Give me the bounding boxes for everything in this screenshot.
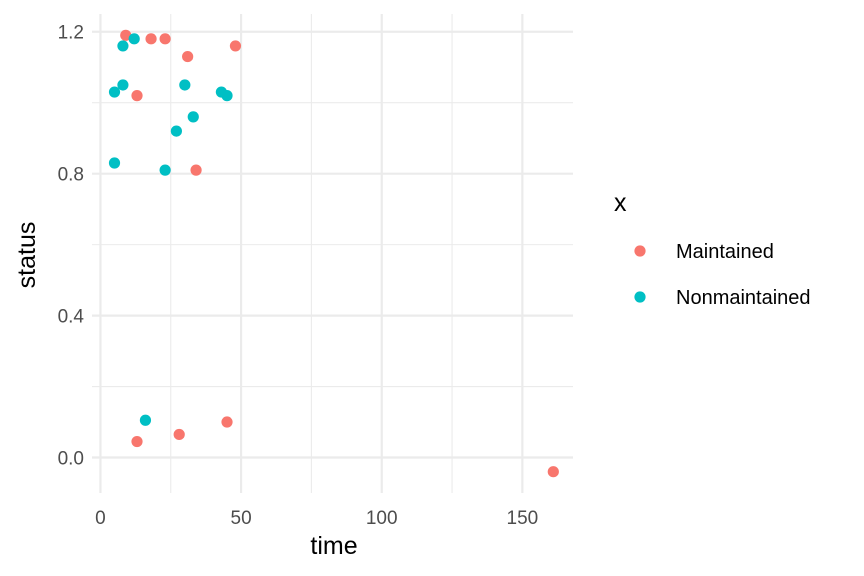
data-point-maintained: [190, 164, 202, 176]
y-tick-label: 0.0: [58, 449, 84, 470]
data-point-nonmaintained: [187, 111, 199, 123]
y-axis-title: status: [13, 222, 41, 289]
legend-key-nonmaintained: [634, 291, 646, 303]
y-tick-label: 0.4: [58, 307, 85, 328]
data-point-maintained: [120, 29, 132, 41]
legend-label-nonmaintained: Nonmaintained: [676, 287, 811, 309]
data-point-maintained: [159, 33, 171, 45]
data-point-maintained: [182, 50, 194, 63]
data-points: [108, 29, 559, 478]
grid: [92, 14, 573, 493]
x-tick-label: 50: [231, 508, 252, 529]
data-point-maintained: [173, 428, 185, 441]
data-point-maintained: [229, 40, 242, 52]
data-point-maintained: [145, 33, 157, 45]
legend-key-maintained: [634, 245, 646, 257]
legend: x Maintained Nonmaintained: [614, 189, 811, 309]
x-axis-title: time: [310, 532, 357, 560]
data-point-maintained: [131, 435, 143, 448]
data-point-nonmaintained: [179, 79, 191, 91]
tick-labels: 0 50 100 150 0.0 0.4 0.8 1.2: [58, 23, 539, 529]
data-point-nonmaintained: [159, 164, 171, 176]
data-point-nonmaintained: [139, 414, 152, 426]
data-point-maintained: [221, 416, 233, 428]
data-point-nonmaintained: [128, 33, 140, 45]
data-point-nonmaintained: [221, 90, 233, 102]
data-point-nonmaintained: [108, 157, 121, 169]
data-point-maintained: [547, 466, 559, 478]
legend-title: x: [614, 189, 627, 217]
data-point-nonmaintained: [117, 40, 129, 52]
y-tick-label: 0.8: [58, 165, 84, 186]
data-point-nonmaintained: [170, 125, 182, 137]
legend-label-maintained: Maintained: [676, 241, 774, 263]
x-tick-label: 150: [507, 508, 539, 529]
data-point-maintained: [131, 90, 143, 102]
data-point-nonmaintained: [117, 79, 129, 91]
data-point-nonmaintained: [108, 86, 121, 98]
legend-items: Maintained Nonmaintained: [634, 241, 811, 309]
x-tick-label: 0: [95, 508, 106, 529]
y-tick-label: 1.2: [58, 23, 84, 44]
x-tick-label: 100: [366, 508, 398, 529]
